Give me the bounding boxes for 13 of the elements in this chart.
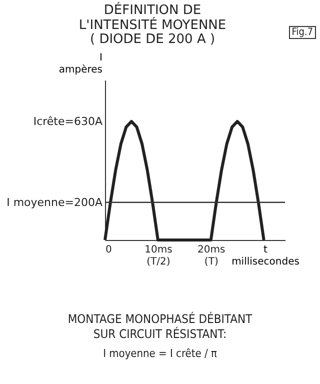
x-axis-title: t millisecondes bbox=[232, 244, 300, 268]
y-axis-title: I ampères bbox=[58, 52, 102, 76]
chart-subtitle: ( DIODE DE 200 A ) bbox=[90, 32, 216, 47]
caption: Fig.7 bbox=[288, 26, 316, 39]
text: MONTAGE MONOPHASÉ DÉBITANT SUR CIRCUIT RÉSISTANT: bbox=[66, 312, 254, 342]
y-tick-label: I moyenne=200A bbox=[6, 196, 103, 209]
line-series bbox=[104, 120, 266, 242]
chart-title: DÉFINITION DE L'INTENSITÉ MOYENNE bbox=[78, 1, 226, 33]
y-tick-label: Icrête=630A bbox=[33, 114, 103, 128]
x-tick-label: 10ms (T/2) bbox=[144, 244, 172, 268]
x-tick-label: 0 bbox=[106, 244, 112, 256]
text: I moyenne = I crête / π bbox=[102, 346, 218, 361]
x-tick-label: 20ms (T) bbox=[198, 244, 226, 268]
